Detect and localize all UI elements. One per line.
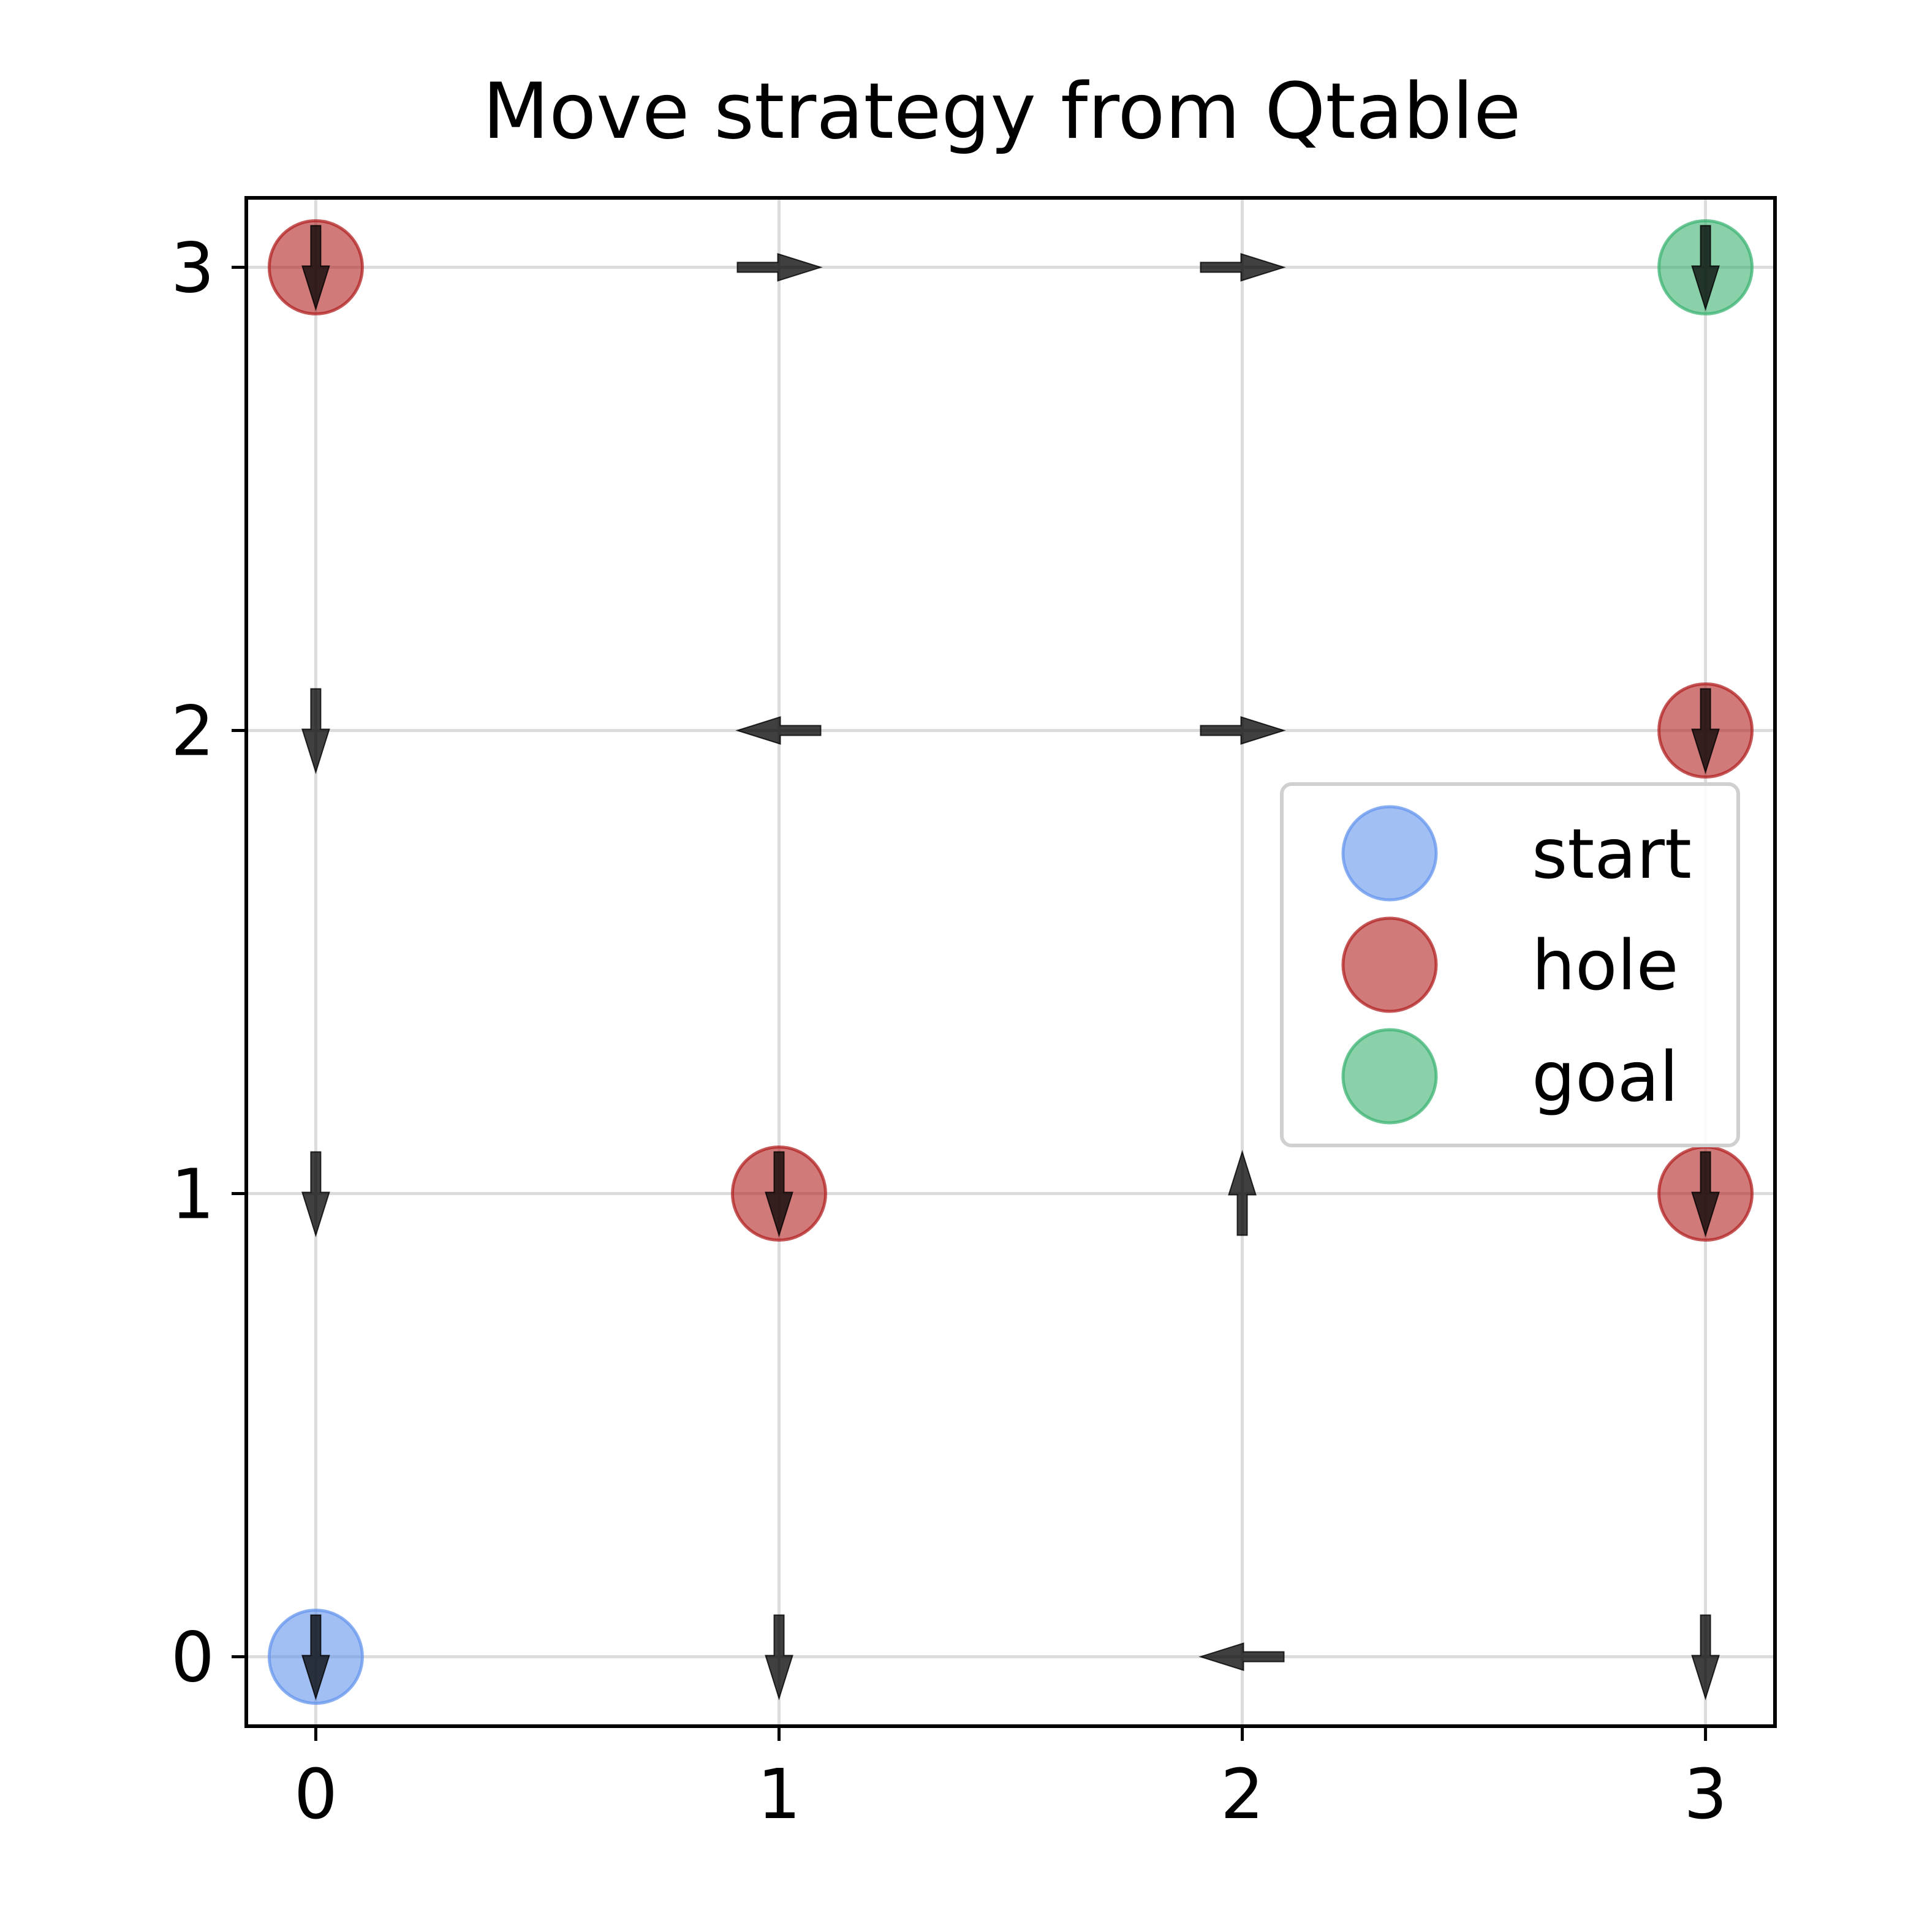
arrow-right xyxy=(1200,253,1286,282)
arrow-down xyxy=(1691,225,1720,311)
x-tick-label: 3 xyxy=(1684,1755,1727,1835)
arrow-down xyxy=(1691,1151,1720,1237)
legend-marker-start xyxy=(1341,805,1438,902)
arrow-up xyxy=(1228,1150,1257,1236)
y-tick-label: 2 xyxy=(171,692,214,771)
legend-label-goal: goal xyxy=(1532,1038,1678,1117)
arrows-layer xyxy=(301,225,1720,1700)
x-tick-label: 2 xyxy=(1220,1755,1264,1835)
legend-label-hole: hole xyxy=(1532,926,1679,1006)
arrow-right xyxy=(1200,716,1286,745)
y-tick-label: 3 xyxy=(171,228,214,308)
arrow-left xyxy=(735,716,822,745)
arrow-down xyxy=(1691,688,1720,774)
y-tick-label: 1 xyxy=(171,1155,214,1235)
grid-layer xyxy=(246,198,1775,1726)
arrow-left xyxy=(1198,1642,1285,1671)
arrow-down xyxy=(765,1151,793,1237)
ticks-layer: 0 1 2 3 0 1 2 3 xyxy=(171,228,1727,1835)
arrow-down xyxy=(301,1614,330,1700)
arrow-down xyxy=(301,1151,330,1237)
arrow-down xyxy=(301,688,330,774)
legend: start hole goal xyxy=(1280,782,1740,1147)
x-tick-label: 1 xyxy=(757,1755,801,1835)
legend-label-start: start xyxy=(1532,815,1692,894)
y-tick-label: 0 xyxy=(171,1618,214,1698)
arrow-down xyxy=(765,1614,793,1700)
arrow-down xyxy=(301,225,330,311)
chart-title: Move strategy from Qtable xyxy=(482,66,1521,156)
legend-marker-goal xyxy=(1341,1028,1438,1125)
arrow-down xyxy=(1691,1614,1720,1700)
legend-marker-hole xyxy=(1341,916,1438,1013)
axes-frame xyxy=(244,196,1777,1728)
x-tick-label: 0 xyxy=(294,1755,338,1835)
arrow-right xyxy=(736,253,823,282)
